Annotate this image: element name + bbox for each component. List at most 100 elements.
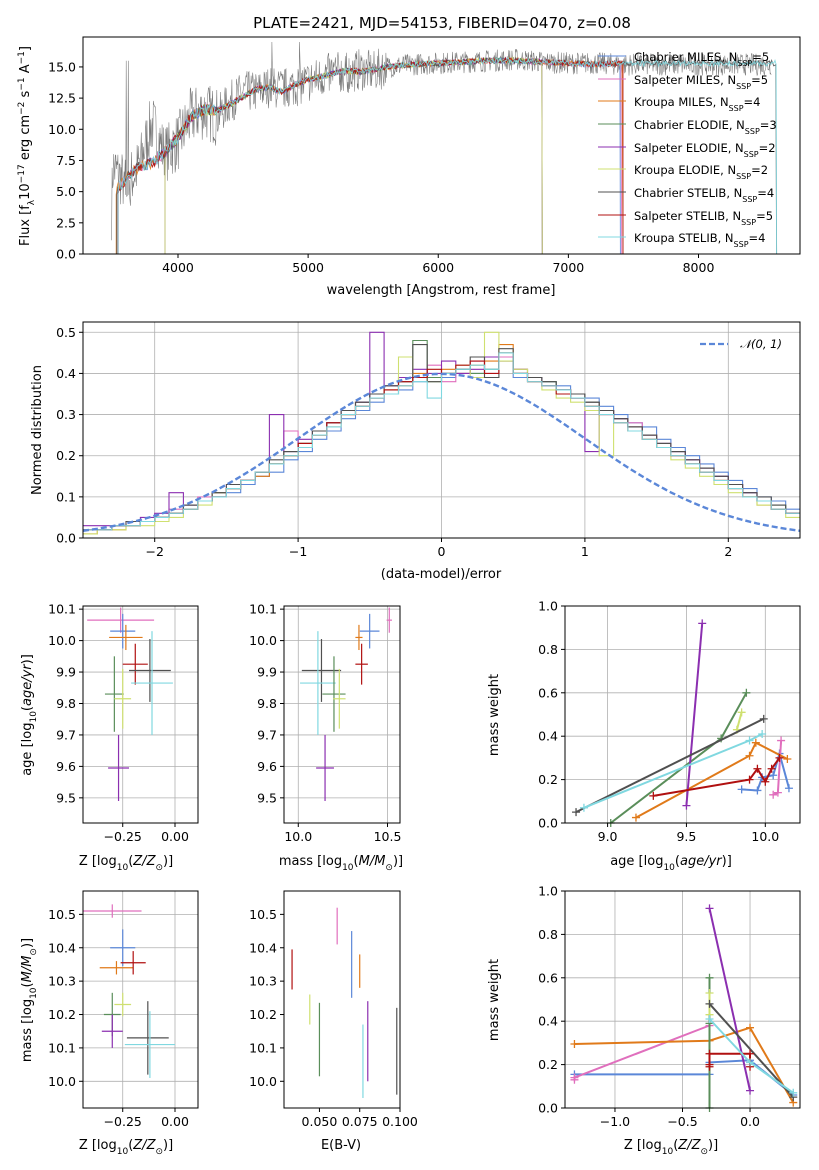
weight-marker <box>737 708 746 717</box>
y-tick-label: 0.8 <box>538 642 558 657</box>
y-tick-label: 9.7 <box>257 727 277 742</box>
y-tick-label: 10.0 <box>249 633 277 648</box>
x-tick-label: −1.0 <box>600 1114 630 1129</box>
legend-kroupa-elodie: Kroupa ELODIE, NSSP=2 <box>634 163 768 181</box>
y-tick-label: 9.5 <box>257 790 277 805</box>
weight-marker <box>777 736 786 745</box>
y-tick-label: 1.0 <box>538 884 558 899</box>
y-tick-label: 0.0 <box>56 247 76 262</box>
weight-marker <box>745 751 754 760</box>
weight-marker <box>631 813 640 822</box>
age-vs-z-ylabel: age [log10(age/yr)] <box>20 654 39 776</box>
spectrum-lines <box>111 41 778 255</box>
x-tick-label: 0.0 <box>740 1114 760 1129</box>
y-tick-label: 9.6 <box>56 759 76 774</box>
weight-marker <box>746 1086 755 1095</box>
residuals-ylabel: Normed distribution <box>30 365 45 495</box>
weight-marker <box>737 785 746 794</box>
y-tick-label: 2.5 <box>56 215 76 230</box>
y-tick-label: 0.6 <box>538 970 558 985</box>
y-tick-label: 0.3 <box>56 407 76 422</box>
legend-kroupa-miles: Kroupa MILES, NSSP=4 <box>634 95 760 113</box>
legend-chabrier-miles: Chabrier MILES, NSSP=5 <box>634 50 769 68</box>
y-tick-label: 12.5 <box>48 91 76 106</box>
y-tick-label: 10.5 <box>249 907 277 922</box>
x-tick-label: 0.00 <box>161 829 189 844</box>
axes-frame <box>564 890 801 1109</box>
model-line <box>164 56 543 255</box>
y-tick-label: 0.4 <box>538 729 558 744</box>
x-tick-label: 9.0 <box>598 829 618 844</box>
weight-vs-z-xlabel: Z [log10(Z/Z⊙)] <box>624 1138 718 1157</box>
x-tick-label: 2 <box>724 544 732 559</box>
weight-line <box>708 908 751 1091</box>
axes-frame <box>82 890 199 1109</box>
y-tick-label: 10.4 <box>48 940 76 955</box>
mass-vs-z-panel: −0.25 0.00 10.0 10.1 10.2 10.3 10.4 10.5 <box>48 890 199 1129</box>
weight-vs-z-ylabel: mass weight <box>487 959 502 1041</box>
weight-marker <box>698 619 707 628</box>
axes-frame <box>564 605 801 824</box>
y-tick-label: 0.8 <box>538 927 558 942</box>
y-tick-label: 0.6 <box>538 685 558 700</box>
x-tick-label: 5000 <box>292 260 324 275</box>
y-tick-label: 0.4 <box>538 1014 558 1029</box>
weight-marker <box>705 988 714 997</box>
mass-vs-ebv-xlabel: E(B-V) <box>321 1138 361 1153</box>
weight-marker <box>767 764 776 773</box>
y-tick-label: 10.3 <box>48 974 76 989</box>
x-tick-label: 6000 <box>422 260 454 275</box>
spectrum-ticks: 4000 5000 6000 7000 8000 0.0 2.5 5.0 7.5 10.0 12.5… <box>48 59 714 275</box>
y-tick-label: 10.0 <box>48 122 76 137</box>
weight-marker <box>579 803 588 812</box>
y-tick-label: 10.0 <box>249 1074 277 1089</box>
model-line <box>117 57 621 255</box>
x-tick-label: −0.25 <box>104 829 142 844</box>
legend-chabrier-elodie: Chabrier ELODIE, NSSP=3 <box>634 118 777 136</box>
weight-marker <box>705 904 714 913</box>
y-tick-label: 0.4 <box>56 366 76 381</box>
y-tick-label: 5.0 <box>56 184 76 199</box>
model-line <box>164 57 543 255</box>
y-tick-label: 0.1 <box>56 489 76 504</box>
weight-line <box>610 692 748 824</box>
residuals-panel: −2 −1 0 1 2 0.0 0.1 0.2 0.3 0.4 0.5 𝒩(0, 1) (data-… <box>30 321 801 582</box>
weight-marker <box>705 1049 714 1058</box>
y-tick-label: 9.7 <box>56 727 76 742</box>
y-tick-label: 10.1 <box>48 1040 76 1055</box>
y-tick-label: 1.0 <box>538 599 558 614</box>
model-line <box>115 56 624 255</box>
y-tick-label: 10.2 <box>48 1007 76 1022</box>
x-tick-label: −0.25 <box>104 1114 142 1129</box>
weight-marker <box>784 784 793 793</box>
y-tick-label: 9.9 <box>257 665 277 680</box>
weight-line <box>708 1003 794 1098</box>
model-line <box>117 57 623 255</box>
age-vs-mass-panel: 10.0 10.5 9.5 9.6 9.7 9.8 9.9 10.0 10.1 <box>249 602 401 844</box>
x-tick-label: −1 <box>289 544 307 559</box>
y-tick-label: 9.5 <box>56 790 76 805</box>
x-tick-label: 0 <box>438 544 446 559</box>
mass-vs-z-ylabel: mass [log10(M/M⊙)] <box>20 938 39 1062</box>
age-vs-z-xlabel: Z [log10(Z/Z⊙)] <box>79 854 173 873</box>
age-vs-z-panel: −0.25 0.00 9.5 9.6 9.7 9.8 9.9 10.0 10.1 <box>48 602 199 844</box>
axes-frame <box>82 605 199 824</box>
residuals-histograms <box>82 331 801 535</box>
y-tick-label: 0.0 <box>538 1101 558 1116</box>
weight-vs-z-panel: −1.0 −0.5 0.0 0.0 0.2 0.4 0.6 0.8 1.0 <box>538 884 801 1129</box>
weight-marker <box>761 777 770 786</box>
weight-line <box>635 741 788 819</box>
x-tick-label: 10.0 <box>284 829 312 844</box>
x-tick-label: 0.00 <box>161 1114 189 1129</box>
weight-marker <box>769 771 778 780</box>
spectrum-ylabel: Flux [fλ10−17 erg cm−2 s−1 A−1] <box>17 46 37 246</box>
x-tick-label: 10.0 <box>751 829 779 844</box>
y-tick-label: 0.2 <box>56 448 76 463</box>
axes-frame <box>283 605 401 824</box>
residuals-legend: 𝒩(0, 1) <box>700 337 782 351</box>
spectrum-legend: Chabrier MILES, NSSP=5 Salpeter MILES, N… <box>598 50 777 249</box>
y-tick-label: 0.0 <box>56 531 76 546</box>
mass-vs-z-xlabel: Z [log10(Z/Z⊙)] <box>79 1138 173 1157</box>
y-tick-label: 10.3 <box>249 974 277 989</box>
